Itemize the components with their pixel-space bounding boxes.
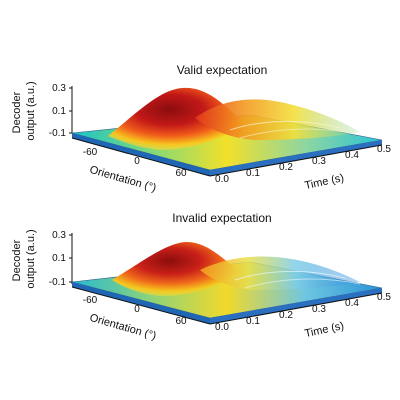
z-axis-label: Decoder output (a.u.) — [11, 229, 37, 288]
z-tick-label: 0.3 — [52, 230, 66, 241]
surface-ripple — [239, 128, 356, 139]
surface-ripple — [234, 270, 346, 281]
y-tick-label: 0.0 — [215, 322, 229, 333]
x-tick-label: 60 — [175, 316, 187, 327]
surface-peak — [112, 241, 240, 296]
z-axis: 0.3 0.1 -0.1 Decoder output (a.u.) — [11, 81, 73, 141]
y-tick-label: 0.3 — [312, 156, 326, 167]
z-tick-label: 0.3 — [52, 83, 66, 94]
z-axis: 0.3 0.1 -0.1 Decoder output (a.u.) — [11, 229, 73, 289]
z-axis-label: Decoder output (a.u.) — [11, 81, 37, 140]
y-axis-label: Time (s) — [304, 320, 346, 340]
y-axis-label: Time (s) — [304, 172, 346, 192]
x-tick-label: 0 — [134, 304, 140, 315]
chart-invalid-expectation: Invalid expectation 0.3 0.1 -0.1 Decoder… — [11, 211, 391, 342]
y-tick-label: 0.2 — [279, 162, 293, 173]
surface-front-edge — [72, 282, 210, 324]
z-tick-label: 0.1 — [52, 253, 66, 264]
z-tick-label: 0.1 — [52, 106, 66, 117]
y-tick-label: 0.2 — [279, 310, 293, 321]
y-tick-label: 0.5 — [377, 144, 391, 155]
y-tick-label: 0.1 — [246, 316, 260, 327]
surface-front-edge — [72, 133, 210, 176]
z-tick-label: -0.1 — [49, 277, 67, 288]
x-tick-label: -60 — [83, 147, 98, 158]
chart-title: Valid expectation — [177, 63, 268, 77]
y-tick-label: 0.3 — [312, 304, 326, 315]
y-tick-label: 0.5 — [377, 292, 391, 303]
chart-title: Invalid expectation — [172, 211, 271, 225]
surface-right-edge — [210, 140, 382, 176]
surface — [71, 87, 383, 176]
x-tick-label: 0 — [134, 156, 140, 167]
y-tick-label: 0.4 — [345, 150, 359, 161]
surface-ridge — [195, 99, 360, 140]
surface-ripple — [229, 120, 341, 131]
surface-ridge — [200, 256, 360, 290]
surface — [71, 241, 383, 324]
x-tick-label: 60 — [175, 168, 187, 179]
y-tick-label: 0.4 — [345, 298, 359, 309]
y-tick-label: 0.0 — [215, 174, 229, 185]
x-axis-label: Orientation (°) — [88, 164, 157, 194]
x-tick-label: -60 — [83, 295, 98, 306]
y-tick-label: 0.1 — [246, 168, 260, 179]
z-tick-label: -0.1 — [49, 128, 67, 139]
surface-peak — [108, 87, 245, 150]
surface-ripple — [244, 278, 361, 289]
x-axis-label: Orientation (°) — [88, 312, 157, 342]
chart-valid-expectation: Valid expectation 0.3 0.1 -0.1 Decoder o… — [11, 63, 391, 194]
surface-right-edge — [210, 288, 382, 324]
